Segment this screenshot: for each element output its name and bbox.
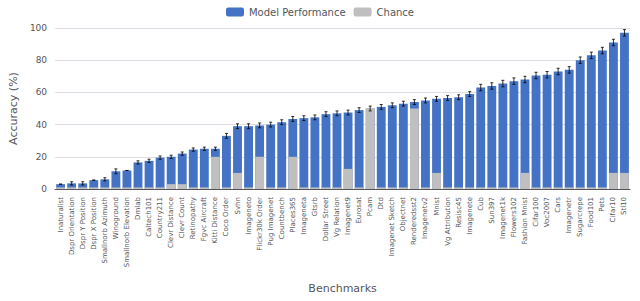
svg-text:Food101: Food101	[587, 197, 595, 227]
svg-text:Caltech101: Caltech101	[145, 197, 153, 237]
svg-text:Objectnet: Objectnet	[399, 197, 407, 232]
svg-text:60: 60	[36, 87, 48, 97]
svg-text:Pets: Pets	[598, 197, 606, 212]
svg-text:Sugarcrepe: Sugarcrepe	[576, 197, 584, 237]
svg-text:Chance: Chance	[377, 7, 414, 18]
svg-text:Places365: Places365	[289, 197, 297, 233]
svg-text:Dspr X Position: Dspr X Position	[90, 197, 98, 250]
svg-text:Stl10: Stl10	[620, 197, 628, 215]
svg-text:Imagenet9: Imagenet9	[344, 197, 352, 235]
svg-text:Imagenete: Imagenete	[466, 197, 474, 235]
svg-text:Smallnorb Azimuth: Smallnorb Azimuth	[101, 197, 109, 264]
svg-text:Voc2007: Voc2007	[543, 197, 551, 227]
svg-text:Pcam: Pcam	[366, 197, 374, 216]
svg-text:Dmlab: Dmlab	[134, 196, 142, 219]
svg-text:0: 0	[41, 184, 47, 194]
svg-text:Imagenetv2: Imagenetv2	[421, 197, 429, 239]
svg-text:Dspr Orientation: Dspr Orientation	[68, 197, 76, 255]
svg-text:Clevr Count: Clevr Count	[178, 197, 186, 238]
svg-text:40: 40	[36, 120, 48, 130]
svg-text:Country211: Country211	[156, 197, 164, 238]
svg-text:Imagenet Sketch: Imagenet Sketch	[388, 197, 396, 256]
svg-text:Svhn: Svhn	[234, 197, 242, 214]
svg-text:Countbench: Countbench	[278, 197, 286, 239]
svg-text:Vg Relation: Vg Relation	[333, 197, 341, 237]
svg-text:Benchmarks: Benchmarks	[308, 282, 377, 295]
svg-text:80: 80	[36, 55, 48, 65]
svg-text:Cifar100: Cifar100	[532, 197, 540, 227]
svg-text:Kitti Distance: Kitti Distance	[211, 197, 219, 244]
svg-text:Model Performance: Model Performance	[249, 7, 346, 18]
svg-text:Gtsrb: Gtsrb	[311, 196, 319, 216]
svg-text:Sun397: Sun397	[488, 197, 496, 224]
svg-text:Retinopathy: Retinopathy	[189, 197, 197, 239]
svg-text:Fgvc Aircraft: Fgvc Aircraft	[200, 197, 208, 242]
svg-text:Imageneta: Imageneta	[300, 197, 308, 235]
svg-text:Winoground: Winoground	[112, 197, 120, 239]
svg-text:Flowers102: Flowers102	[510, 197, 518, 237]
svg-text:Accuracy (%): Accuracy (%)	[7, 72, 20, 145]
svg-text:Dollar Street: Dollar Street	[322, 197, 330, 241]
svg-text:Eurosat: Eurosat	[355, 197, 363, 224]
svg-text:Imagenetr: Imagenetr	[565, 197, 573, 233]
svg-text:100: 100	[30, 23, 47, 33]
svg-text:Coco Order: Coco Order	[222, 197, 230, 237]
svg-text:Dspr Y Position: Dspr Y Position	[79, 197, 87, 249]
svg-text:Cars: Cars	[554, 197, 562, 213]
svg-text:Dtd: Dtd	[377, 197, 385, 210]
svg-text:Inaturalist: Inaturalist	[57, 197, 65, 233]
svg-text:Cifar10: Cifar10	[609, 197, 617, 222]
svg-text:Clevr Distance: Clevr Distance	[167, 197, 175, 248]
svg-text:Imagenet1k: Imagenet1k	[499, 196, 507, 239]
svg-text:Vg Attribution: Vg Attribution	[444, 197, 452, 246]
svg-text:Cub: Cub	[477, 196, 485, 210]
svg-text:Renderedsst2: Renderedsst2	[410, 197, 418, 245]
svg-text:Smallnorb Elevation: Smallnorb Elevation	[123, 197, 131, 267]
svg-text:20: 20	[36, 152, 48, 162]
svg-text:Fashion Mnist: Fashion Mnist	[521, 197, 529, 245]
svg-text:Pug Imagenet: Pug Imagenet	[267, 197, 275, 246]
svg-text:Resisc45: Resisc45	[455, 197, 463, 228]
svg-text:Imageneto: Imageneto	[245, 197, 253, 235]
svg-text:Mnist: Mnist	[433, 197, 441, 216]
svg-text:Flickr30k Order: Flickr30k Order	[256, 197, 264, 251]
